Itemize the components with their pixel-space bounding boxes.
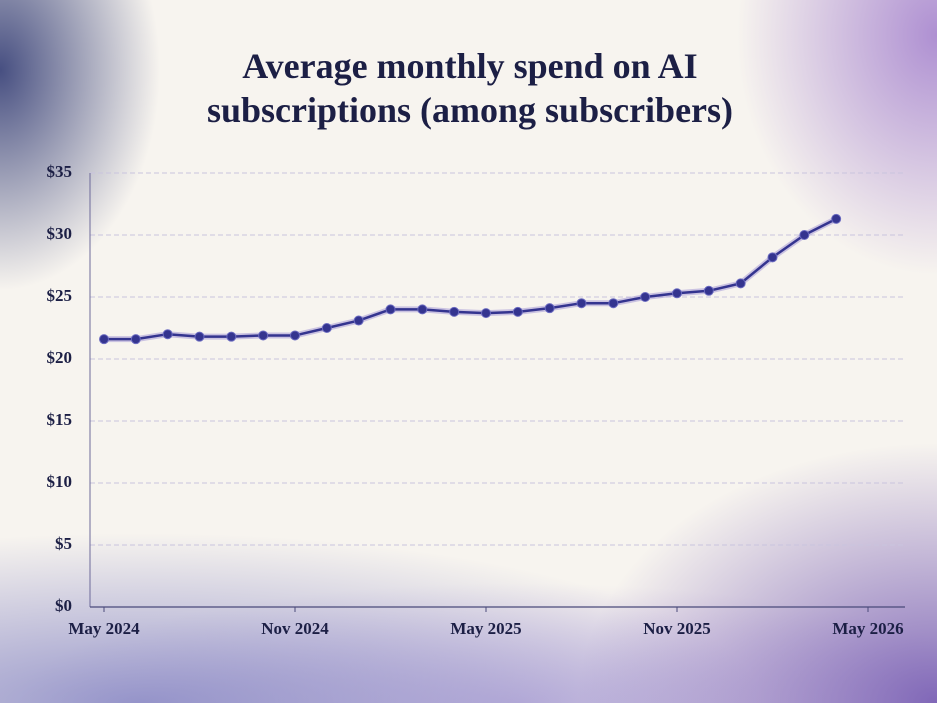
data-point	[703, 285, 714, 296]
data-point	[831, 213, 842, 224]
x-tick-label: May 2026	[832, 619, 903, 638]
y-tick-label: $35	[47, 162, 73, 181]
data-point	[353, 315, 364, 326]
data-point	[449, 306, 460, 317]
data-point	[576, 298, 587, 309]
data-point	[194, 331, 205, 342]
data-point	[290, 330, 300, 341]
series-line	[104, 217, 837, 341]
data-point	[672, 288, 682, 299]
data-point	[130, 334, 141, 345]
y-tick-label: $15	[47, 410, 73, 429]
y-tick-label: $5	[55, 534, 72, 553]
y-tick-label: $10	[47, 472, 73, 491]
data-point	[385, 304, 396, 315]
x-tick-label: May 2024	[68, 619, 140, 638]
data-point	[767, 252, 778, 263]
data-point	[321, 323, 332, 333]
data-point	[799, 230, 810, 240]
data-point	[258, 330, 269, 341]
y-tick-label: $20	[47, 348, 73, 367]
data-point	[608, 298, 619, 309]
data-point	[417, 304, 428, 315]
y-tick-label: $25	[47, 286, 73, 305]
y-tick-label: $30	[47, 224, 73, 243]
x-tick-label: May 2025	[450, 619, 521, 638]
y-tick-label: $0	[55, 596, 72, 615]
data-point	[99, 334, 109, 345]
data-point	[162, 329, 173, 340]
data-point	[512, 306, 523, 317]
x-tick-label: Nov 2024	[261, 619, 329, 638]
x-tick-label: Nov 2025	[643, 619, 711, 638]
data-point	[735, 278, 746, 289]
series-line-shadow	[104, 216, 838, 343]
data-point	[640, 292, 651, 302]
data-point	[226, 331, 237, 342]
data-point	[544, 303, 555, 314]
data-point	[481, 308, 491, 319]
chart-title: Average monthly spend on AI subscription…	[206, 46, 734, 130]
